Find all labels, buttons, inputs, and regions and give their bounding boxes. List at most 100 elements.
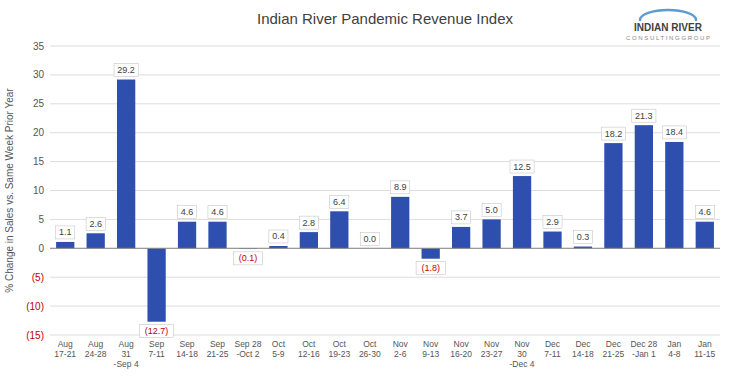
x-tick-label: Nov9-13	[422, 339, 439, 359]
x-tick-line: Jan	[698, 339, 712, 349]
x-tick-label: Dec21-25	[603, 339, 625, 359]
data-label-box	[139, 325, 173, 338]
bar	[422, 248, 440, 258]
x-tick-label: Aug31-Sep 4	[114, 339, 139, 369]
x-tick-label: Aug17-21	[54, 339, 76, 359]
data-label: 2.9	[546, 217, 559, 227]
x-tick-label: Nov23-27	[481, 339, 503, 359]
y-tick-label: (10)	[26, 301, 44, 312]
y-tick-label: 35	[33, 41, 45, 52]
data-label-box	[601, 127, 625, 140]
x-tick-line: 9-13	[422, 349, 439, 359]
grid-line	[50, 248, 720, 249]
x-tick-line: Dec	[606, 339, 622, 349]
x-tick-line: 26-30	[359, 349, 381, 359]
bar	[635, 125, 653, 248]
data-label-box	[573, 231, 592, 244]
data-label-group: (12.7)	[139, 325, 173, 338]
data-label-group: 12.5	[510, 160, 534, 173]
y-tick-label: 5	[38, 214, 44, 225]
bar	[391, 197, 409, 248]
data-label-group: 0.0	[360, 232, 379, 245]
x-tick-line: 12-16	[298, 349, 320, 359]
data-label-box	[510, 160, 534, 173]
data-label-group: 1.1	[56, 226, 75, 239]
x-tick-line: Sep	[179, 339, 194, 349]
data-label-box	[269, 230, 288, 243]
data-label-box	[299, 216, 318, 229]
data-label-box	[177, 206, 196, 219]
data-label-box	[543, 216, 562, 229]
x-tick-line: 17-21	[54, 349, 76, 359]
x-tick-line: 24-28	[85, 349, 107, 359]
bar	[178, 222, 196, 249]
bar	[300, 232, 318, 248]
x-tick-line: Oct	[363, 339, 377, 349]
x-tick-label: Oct12-16	[298, 339, 320, 359]
x-tick-line: 2-6	[394, 349, 407, 359]
data-label-box	[208, 206, 227, 219]
bar	[665, 142, 683, 248]
x-tick-label: Oct5-9	[272, 339, 286, 359]
x-tick-line: Oct	[302, 339, 316, 349]
bar	[696, 222, 714, 249]
x-tick-line: Sep	[149, 339, 164, 349]
data-label-box	[86, 217, 105, 230]
title: Indian River Pandemic Revenue Index	[257, 10, 513, 27]
data-label: 0.4	[272, 231, 285, 241]
x-tick-line: 7-11	[148, 349, 165, 359]
x-tick-line: Sep	[210, 339, 225, 349]
x-tick-label: Oct19-23	[328, 339, 350, 359]
data-label: 18.4	[666, 127, 684, 137]
x-tick-line: -Oct 2	[236, 349, 259, 359]
x-tick-line: Nov	[454, 339, 470, 349]
data-label-box	[662, 126, 686, 139]
data-label: 12.5	[513, 162, 531, 172]
bars	[56, 80, 714, 322]
data-label-group: (1.8)	[416, 262, 445, 275]
data-label: 5.0	[485, 205, 498, 215]
data-label-group: 2.8	[299, 216, 318, 229]
data-label-group: 18.2	[601, 127, 625, 140]
data-label-box	[330, 195, 349, 208]
data-label: 4.6	[699, 207, 712, 217]
data-label-group: 2.9	[543, 216, 562, 229]
x-tick-label: Sep7-11	[148, 339, 165, 359]
grid-line	[50, 46, 720, 47]
logo-subtext: C O N S U L T I N G G R O U P	[626, 35, 710, 41]
data-label-group: 6.4	[330, 195, 349, 208]
x-tick-label: Oct26-30	[359, 339, 381, 359]
data-label: (1.8)	[421, 263, 440, 273]
data-label: (0.1)	[239, 253, 258, 263]
chart: (15)(10)(5)051015202530351.12.629.2(12.7…	[0, 0, 730, 379]
data-label: 21.3	[635, 111, 653, 121]
y-tick-label: 25	[33, 98, 45, 109]
data-label-box	[391, 181, 410, 194]
x-tick-line: Aug	[119, 339, 134, 349]
grid-line	[50, 103, 720, 104]
data-label: 8.9	[394, 182, 407, 192]
x-tick-line: Aug	[88, 339, 103, 349]
x-tick-label: Nov30-Dec 4	[510, 339, 535, 369]
data-label-box	[56, 226, 75, 239]
x-tick-line: -Dec 4	[510, 359, 535, 369]
data-label: 3.7	[455, 212, 468, 222]
data-label-box	[114, 64, 138, 77]
x-tick-line: Nov	[484, 339, 500, 349]
data-label-box	[452, 211, 471, 224]
bar	[604, 143, 622, 248]
x-tick-line: Aug	[58, 339, 73, 349]
y-tick-label: 15	[33, 156, 45, 167]
y-tick-label: (5)	[32, 272, 44, 283]
x-tick-line: 7-11	[544, 349, 561, 359]
data-label-box	[360, 232, 379, 245]
data-label: 4.6	[211, 207, 224, 217]
x-tick-label: Dec7-11	[544, 339, 561, 359]
bar	[482, 219, 500, 248]
x-tick-line: 4-8	[668, 349, 681, 359]
data-label: 0.0	[364, 234, 377, 244]
data-label-group: 4.6	[177, 206, 196, 219]
y-tick-label: 30	[33, 69, 45, 80]
x-tick-label: Dec14-18	[572, 339, 594, 359]
bar	[452, 227, 470, 248]
